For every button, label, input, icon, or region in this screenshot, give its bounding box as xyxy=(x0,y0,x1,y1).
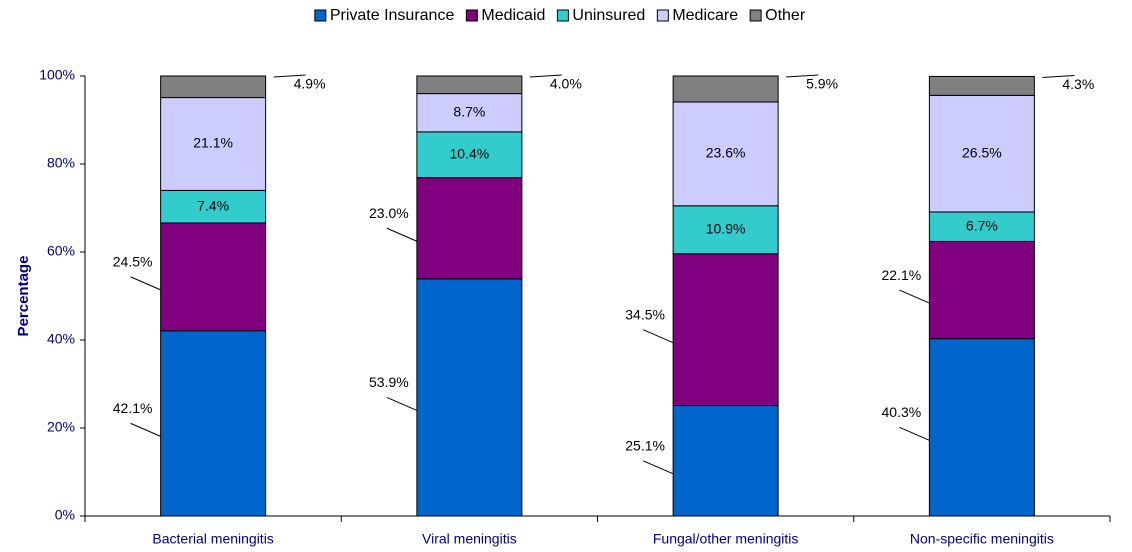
bar-segment xyxy=(416,177,523,280)
legend-swatch xyxy=(556,9,569,22)
legend-label: Other xyxy=(765,7,806,24)
data-label: 8.7% xyxy=(453,103,485,119)
data-label: 22.1% xyxy=(882,267,922,283)
y-axis-label: Percentage xyxy=(15,256,32,337)
y-tick-label: 100% xyxy=(39,67,75,83)
data-label: 10.4% xyxy=(450,145,490,161)
x-tick-label: Fungal/other meningitis xyxy=(653,531,799,547)
legend-label: Private Insurance xyxy=(330,7,455,24)
bar-segment xyxy=(672,75,779,103)
bar-segment xyxy=(672,253,779,407)
legend-swatch xyxy=(314,9,327,22)
x-tick-label: Non-specific meningitis xyxy=(910,531,1054,547)
leader-line xyxy=(899,289,930,304)
leader-line xyxy=(529,74,562,78)
leader-line xyxy=(642,329,674,344)
leader-line xyxy=(1042,74,1075,78)
y-tick-label: 40% xyxy=(47,331,75,347)
legend-label: Medicaid xyxy=(481,7,545,24)
data-label: 42.1% xyxy=(113,400,153,416)
data-label: 24.5% xyxy=(113,254,153,270)
data-label: 4.0% xyxy=(550,76,582,92)
y-tick-label: 80% xyxy=(47,155,75,171)
bar-segment xyxy=(160,75,267,99)
bar-segment xyxy=(160,330,267,517)
bar-segment xyxy=(928,94,1035,213)
y-tick-label: 60% xyxy=(47,243,75,259)
bar-segment xyxy=(928,75,1035,96)
leader-line xyxy=(642,460,674,475)
bar-segment xyxy=(928,338,1035,517)
data-label: 26.5% xyxy=(962,144,1002,160)
legend-swatch xyxy=(465,9,478,22)
legend-label: Medicare xyxy=(672,7,738,24)
bar-segment xyxy=(928,240,1035,340)
data-label: 23.0% xyxy=(369,205,409,221)
bar-segment xyxy=(416,278,523,517)
leader-line xyxy=(786,74,819,78)
bar-segment xyxy=(160,222,267,332)
leader-line xyxy=(130,276,161,291)
bar-segment xyxy=(416,131,523,179)
bar-segment xyxy=(672,205,779,255)
leader-line xyxy=(130,422,161,437)
data-label: 5.9% xyxy=(806,76,838,92)
data-label: 40.3% xyxy=(882,404,922,420)
legend-label: Uninsured xyxy=(572,7,645,24)
y-tick-label: 0% xyxy=(55,507,75,523)
bar-segment xyxy=(160,189,267,224)
bar-segment xyxy=(416,75,523,95)
data-label: 53.9% xyxy=(369,374,409,390)
bar-segment xyxy=(160,97,267,191)
data-label: 4.9% xyxy=(294,76,326,92)
data-label: 10.9% xyxy=(706,220,746,236)
data-label: 6.7% xyxy=(966,217,998,233)
bar-segment xyxy=(416,93,523,133)
leader-line xyxy=(273,74,306,78)
x-tick-label: Bacterial meningitis xyxy=(152,531,273,547)
data-label: 21.1% xyxy=(193,135,233,151)
y-tick-label: 20% xyxy=(47,419,75,435)
data-label: 34.5% xyxy=(625,306,665,322)
bar-segment xyxy=(672,405,779,517)
data-label: 7.4% xyxy=(197,197,229,213)
data-label: 4.3% xyxy=(1062,76,1094,92)
leader-line xyxy=(899,426,930,441)
legend-swatch xyxy=(656,9,669,22)
leader-line xyxy=(386,227,418,242)
leader-line xyxy=(386,396,418,411)
bar-segment xyxy=(672,101,779,207)
data-label: 25.1% xyxy=(625,437,665,453)
x-tick-label: Viral meningitis xyxy=(422,531,517,547)
data-label: 23.6% xyxy=(706,145,746,161)
legend-swatch xyxy=(749,9,762,22)
